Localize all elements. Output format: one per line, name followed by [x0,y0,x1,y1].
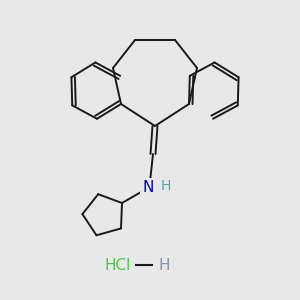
Text: H: H [158,257,170,272]
Text: H: H [161,179,171,193]
Text: N: N [142,181,154,196]
Text: HCl: HCl [105,257,131,272]
